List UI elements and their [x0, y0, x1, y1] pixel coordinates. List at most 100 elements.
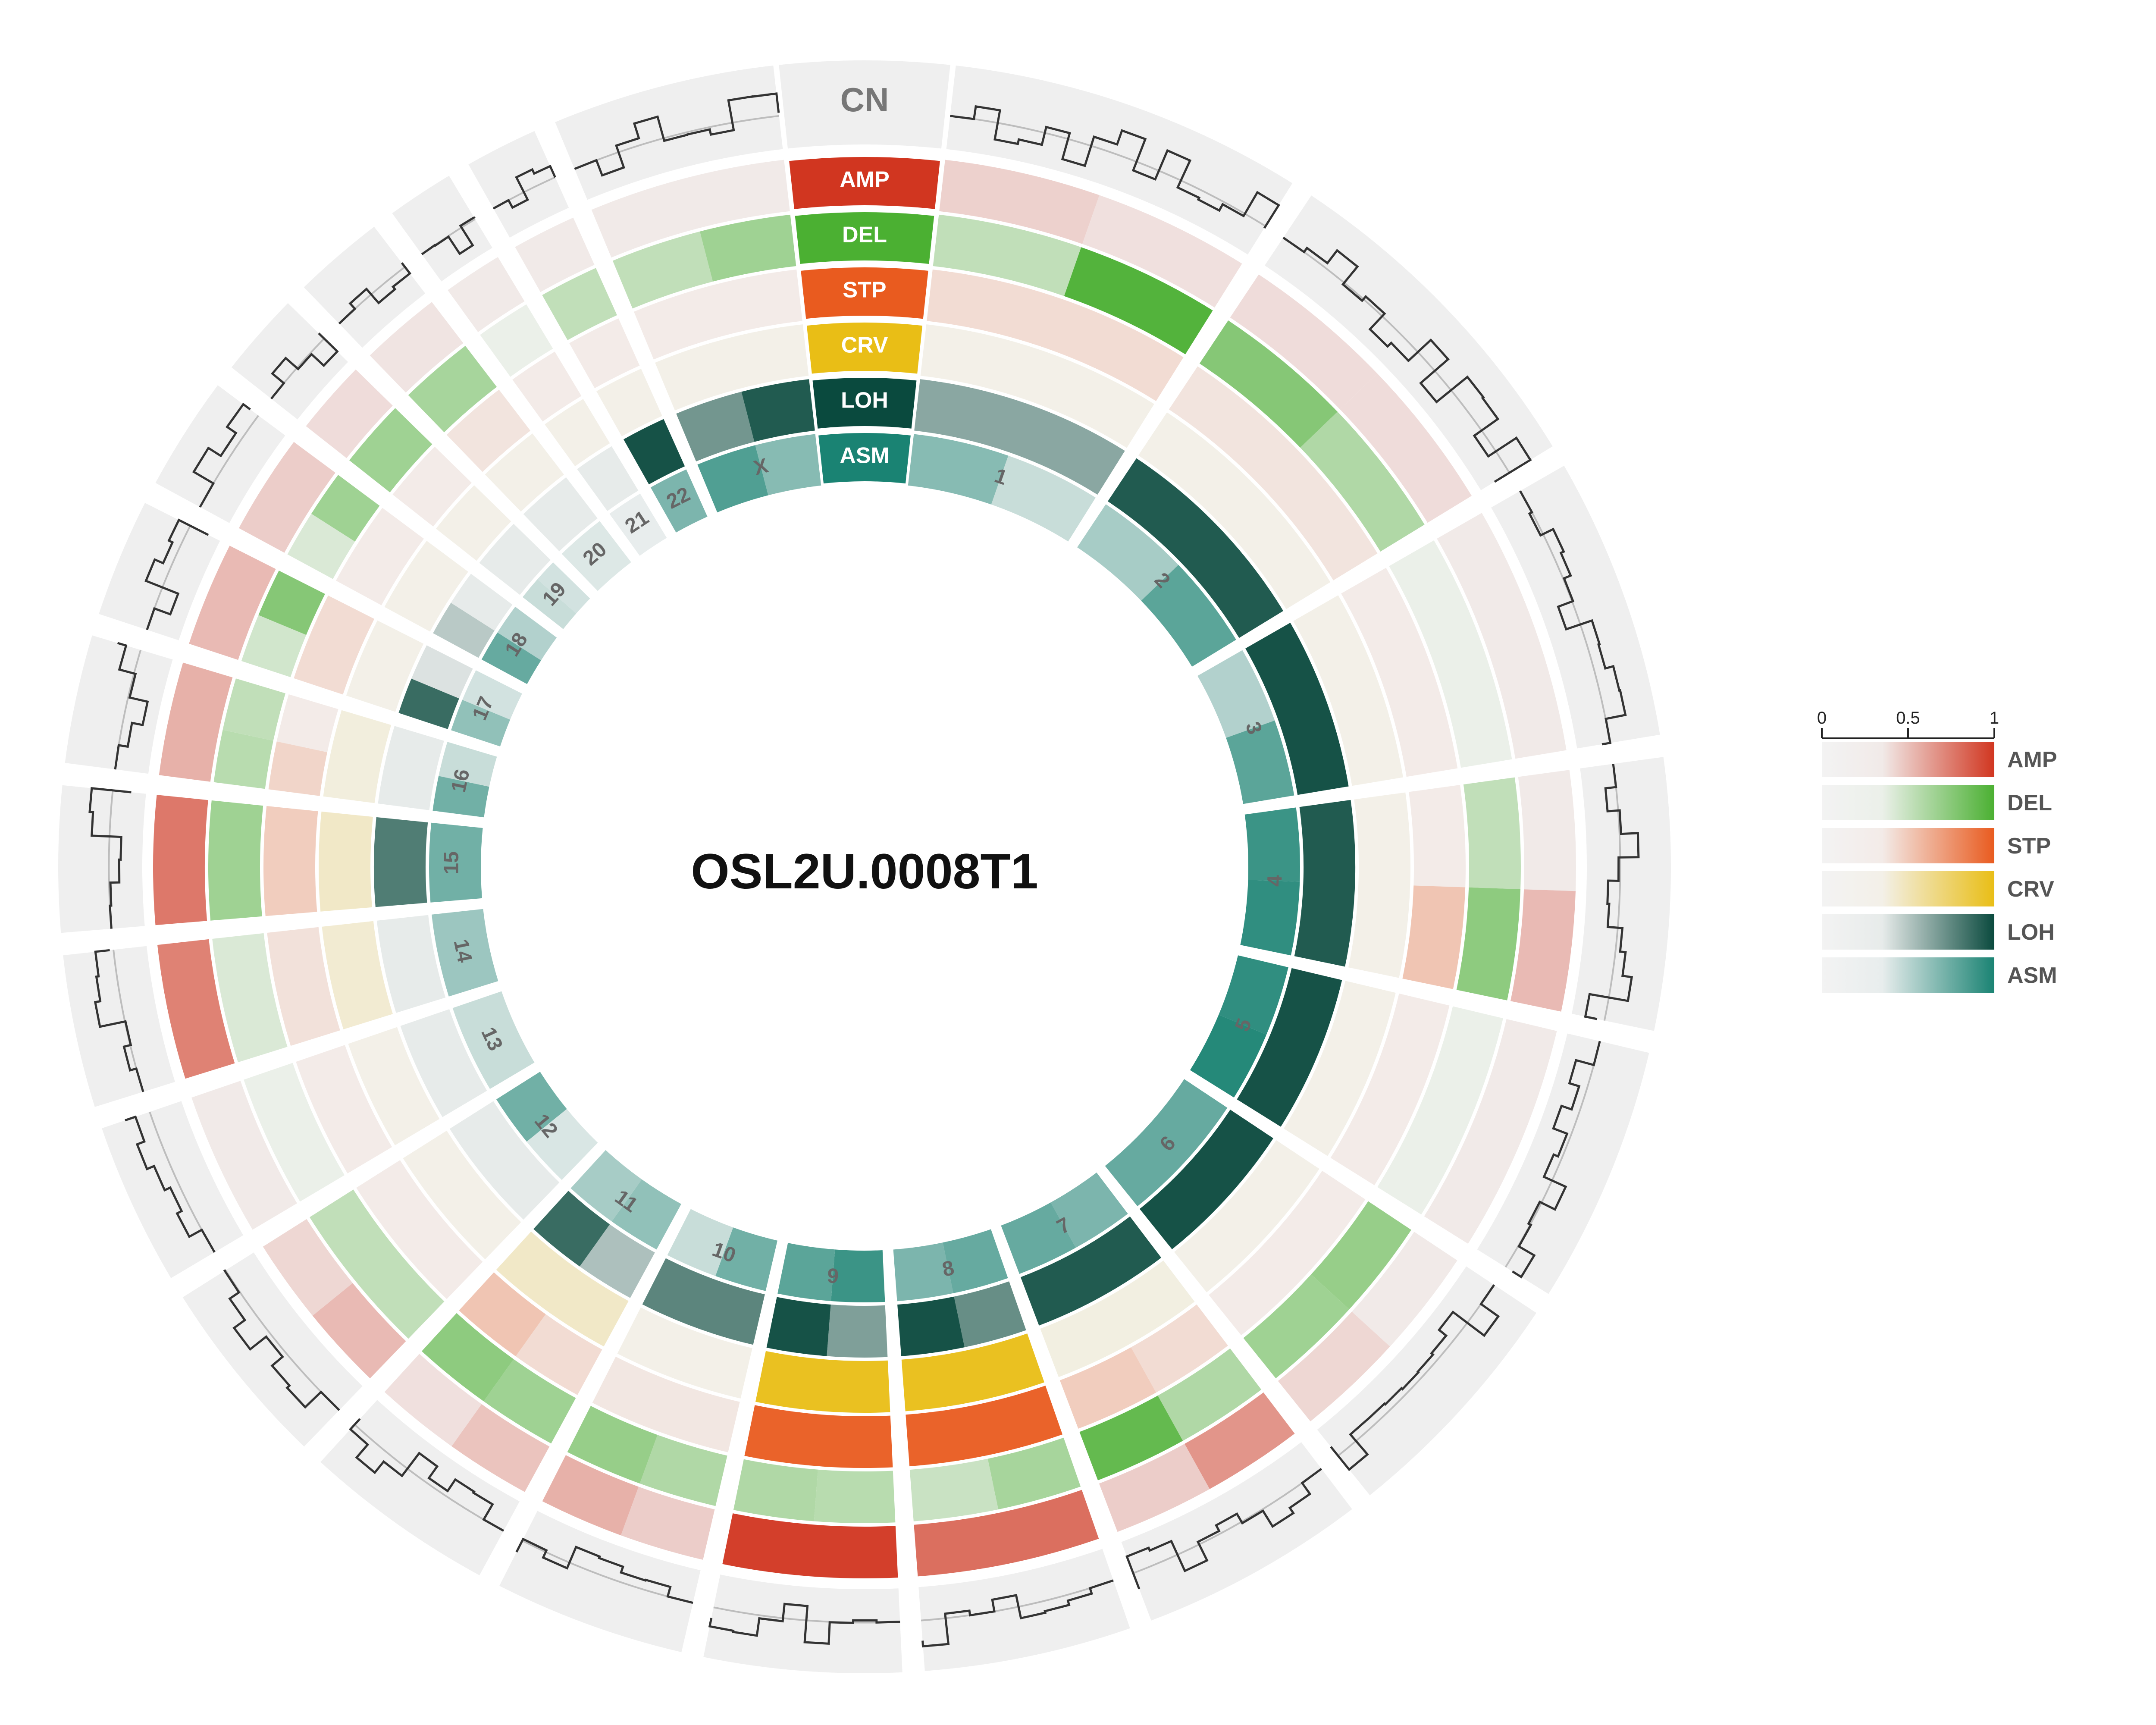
track-header-label-loh: LOH	[841, 388, 888, 413]
cn-baseline-chr7	[1133, 1468, 1322, 1574]
heat-cell-asm-chr5-1	[1219, 955, 1288, 1035]
heat-cell-del-chr13	[244, 1063, 345, 1202]
heat-cell-crv-chr13	[348, 1027, 440, 1145]
legend-swatch-loh	[1822, 914, 1994, 950]
heat-cell-asm-chr15	[429, 822, 483, 903]
heat-cell-crv-chr10	[617, 1307, 752, 1399]
heat-cell-asm-chr5-2	[1190, 1014, 1266, 1098]
cn-baseline-chr3	[1519, 490, 1611, 743]
heat-cell-amp-chr4-1	[1518, 770, 1576, 891]
heat-cell-amp-chr2-2	[1340, 373, 1472, 523]
heat-cell-del-chrX-1	[612, 231, 713, 309]
chr-label-15: 15	[440, 851, 463, 875]
legend-swatch-del	[1822, 785, 1994, 820]
heat-cell-del-chr7-2	[1079, 1396, 1183, 1480]
heat-cell-del-chr2-1	[1199, 320, 1338, 448]
heat-cell-crv-chr9	[755, 1351, 890, 1413]
cn-baseline-chr6	[1337, 1284, 1495, 1457]
cn-profile-chr6	[1330, 1284, 1500, 1471]
cn-profile-chr18	[192, 402, 251, 508]
heat-cell-crv-chr14	[322, 921, 393, 1029]
heat-cell-loh-chr8-2	[897, 1296, 965, 1356]
heat-cell-stp-chr5	[1330, 993, 1450, 1186]
legend-tick-label: 1	[1990, 709, 1999, 728]
heat-cell-stp-chr15	[263, 806, 318, 916]
heat-cell-loh-chr5	[1237, 968, 1342, 1127]
heat-cell-amp-chr21	[448, 257, 525, 332]
cn-baseline-chrX	[574, 115, 779, 170]
heat-cell-stp-chr7-1	[1131, 1304, 1228, 1393]
heat-cell-stp-chr19	[392, 446, 472, 527]
heat-cell-amp-chr17	[189, 546, 276, 660]
legend-swatch-crv	[1822, 871, 1994, 906]
heat-cell-amp-chr11-1	[451, 1404, 550, 1492]
heat-cell-stp-chr16-2	[276, 694, 338, 753]
heat-cell-del-chr4-1	[1463, 777, 1521, 889]
heat-cell-loh-chrX-1	[676, 392, 755, 461]
heat-cell-del-chr16-1	[213, 730, 273, 789]
cn-panel-chr18	[155, 385, 285, 523]
cn-panel-chr12	[182, 1252, 363, 1447]
cn-profile-chr12	[223, 1269, 340, 1411]
heat-cell-amp-chr16	[159, 662, 233, 782]
heat-cell-asm-chr6	[1105, 1079, 1228, 1207]
legend-label-loh: LOH	[2007, 920, 2055, 945]
heat-cell-stp-chr4-2	[1402, 885, 1466, 989]
heat-cell-asm-chr21	[609, 493, 667, 556]
heat-cell-amp-chr9	[722, 1513, 898, 1579]
heat-cell-del-chr8-1	[987, 1437, 1081, 1510]
heat-cell-stp-chr6	[1209, 1170, 1366, 1336]
heat-cell-loh-chr10	[642, 1258, 765, 1345]
cn-profile-chr19	[270, 332, 339, 400]
heat-cell-loh-chr14	[376, 915, 446, 1013]
cn-profile-chr7	[1125, 1468, 1322, 1590]
heat-cell-crv-chr5	[1284, 981, 1396, 1156]
cn-panel-chr17	[99, 503, 220, 640]
heat-cell-del-chr14	[212, 933, 288, 1063]
heat-cell-amp-chr22	[515, 217, 595, 292]
track-header-stp	[801, 267, 928, 319]
heat-cell-del-chr6-2	[1243, 1274, 1350, 1379]
heat-cell-del-chr9-2	[733, 1459, 818, 1521]
track-header-crv	[806, 322, 923, 374]
heat-cell-asm-chr17-2	[462, 670, 522, 720]
heat-cell-amp-chr13	[191, 1081, 297, 1230]
heat-cell-del-chrX-2	[700, 214, 796, 282]
legend: 0 0.5 1 AMP DEL STP CRV LOH ASM	[1817, 709, 2057, 993]
heat-cell-amp-chr2-1	[1230, 274, 1378, 410]
heat-cell-stp-chr21	[512, 351, 582, 422]
cn-baseline-chr2	[1282, 237, 1510, 474]
heat-cell-crv-chr22	[596, 369, 662, 436]
cn-profile-chr5	[1512, 1041, 1601, 1279]
heat-cell-del-chr19	[349, 408, 432, 492]
heat-cell-stp-chr14	[267, 927, 340, 1046]
heat-cell-amp-chr18	[238, 442, 335, 553]
legend-swatch-asm	[1822, 957, 1994, 993]
heat-cell-asm-chr9-1	[831, 1249, 885, 1303]
heat-cell-del-chr3	[1389, 540, 1512, 768]
cn-panel-chr20	[304, 226, 426, 348]
heat-cell-loh-chr17-2	[411, 645, 473, 699]
heat-cell-loh-chr12	[449, 1101, 560, 1220]
heat-cell-amp-chr5	[1424, 1019, 1557, 1244]
heat-cell-stp-chr13	[296, 1045, 392, 1173]
heat-cell-del-chr20	[408, 345, 497, 433]
cn-panel-chr1	[946, 66, 1293, 255]
cn-profile-chr14	[94, 949, 144, 1092]
heat-cell-loh-chrX-2	[741, 379, 815, 442]
heat-cell-del-chr2-2	[1300, 411, 1425, 552]
heat-cell-crv-chrX	[655, 324, 809, 411]
cn-baseline-chr4	[1603, 763, 1621, 1021]
heat-cell-amp-chrX	[591, 160, 790, 258]
heat-cell-stp-chr4-1	[1409, 785, 1466, 888]
heat-cell-stp-chr7-2	[1059, 1347, 1156, 1429]
cn-profile-chr8	[921, 1579, 1114, 1648]
cn-panel-chr14	[63, 946, 175, 1107]
cn-profile-chr20	[338, 262, 412, 325]
heat-cell-loh-chr9-1	[827, 1305, 888, 1358]
heat-cell-loh-chr21	[577, 446, 639, 511]
legend-label-amp: AMP	[2007, 747, 2057, 772]
heat-cell-asm-chr1-2	[991, 455, 1096, 542]
heat-cell-del-chr6-1	[1311, 1201, 1411, 1310]
track-header-label-asm: ASM	[840, 443, 890, 468]
